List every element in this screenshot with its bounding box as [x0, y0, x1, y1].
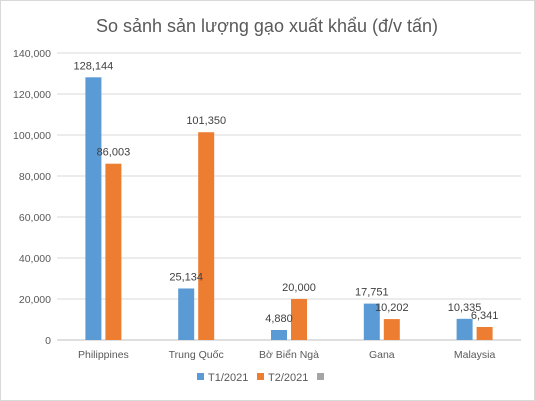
y-tick-label: 120,000	[13, 89, 51, 101]
bar-t2	[383, 319, 400, 340]
bar-t1	[456, 318, 473, 340]
bars	[85, 77, 493, 340]
gridlines	[57, 52, 521, 341]
y-tick-label: 0	[45, 335, 51, 347]
x-axis-ticks: Philippines Trung Quốc Bờ Biển Ngà Gana Mala…	[78, 349, 495, 361]
bar-t2	[105, 163, 122, 340]
data-labels: 128,144 86,003 25,134 101,350 4,880 20,000 17,…	[74, 60, 499, 325]
bar-t1	[178, 288, 195, 340]
legend-swatch	[257, 373, 264, 380]
x-tick-label: Philippines	[78, 349, 129, 361]
data-label: 20,000	[282, 282, 316, 294]
y-tick-label: 140,000	[13, 48, 51, 60]
y-tick-label: 100,000	[13, 130, 51, 142]
legend-label: T1/2021	[208, 372, 248, 384]
y-axis-ticks: 0 20,000 40,000 60,000 80,000 100,000 120,000 1…	[13, 48, 51, 347]
data-label: 86,003	[97, 147, 131, 159]
bar-t2	[291, 299, 307, 340]
chart-title: So sảnh sản lượng gạo xuất khẩu (đ/v tấn…	[96, 16, 438, 36]
data-label: 25,134	[169, 271, 203, 283]
data-label: 10,202	[375, 302, 409, 314]
data-label: 101,350	[186, 115, 226, 127]
y-tick-label: 60,000	[19, 212, 51, 224]
data-label: 128,144	[74, 60, 114, 72]
x-tick-label: Trung Quốc	[169, 349, 224, 361]
legend-label: T2/2021	[268, 372, 308, 384]
data-label: 17,751	[355, 287, 389, 299]
bar-t1	[363, 303, 380, 340]
x-tick-label: Gana	[369, 349, 395, 361]
y-tick-label: 80,000	[19, 171, 51, 183]
x-tick-label: Bờ Biển Ngà	[259, 349, 319, 361]
bar-t1	[271, 329, 287, 340]
data-label: 6,341	[471, 310, 499, 322]
legend-swatch-unlabeled	[317, 373, 324, 380]
data-label: 10,335	[448, 302, 482, 314]
data-label: 4,880	[265, 313, 293, 325]
bar-t2	[476, 327, 493, 340]
legend-swatch	[197, 373, 204, 380]
bar-t2	[198, 132, 215, 340]
bar-t1	[85, 77, 102, 340]
y-tick-label: 20,000	[19, 294, 51, 306]
y-tick-label: 40,000	[19, 253, 51, 265]
x-tick-label: Malaysia	[454, 349, 496, 361]
legend: T1/2021 T2/2021	[197, 372, 324, 384]
